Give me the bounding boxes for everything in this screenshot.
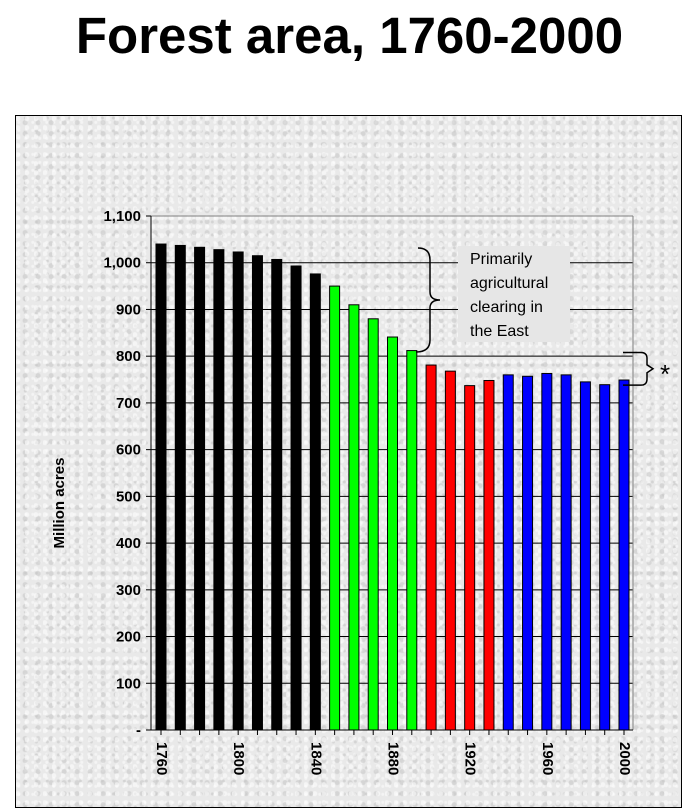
bar	[425, 364, 437, 731]
bar	[444, 370, 456, 731]
bar	[560, 374, 572, 731]
chart-frame: - 100 200 300 400 500 600 700 800 900 1,000 1,100 17…	[15, 115, 682, 808]
bar	[406, 350, 418, 731]
y-axis-label: Million acres	[51, 458, 68, 549]
bar	[155, 243, 167, 731]
forest-area-bar-chart: - 100 200 300 400 500 600 700 800 900 1,000 1,100 17…	[51, 208, 670, 775]
bar	[251, 255, 263, 731]
annotation-text-line: Primarily	[470, 251, 532, 268]
y-tick-label: 800	[116, 348, 141, 365]
y-tick-label: 1,100	[103, 208, 141, 225]
bar	[599, 384, 611, 731]
y-tick-label: 200	[116, 629, 141, 646]
bar	[194, 246, 206, 731]
bar	[290, 265, 302, 731]
y-tick-label: 700	[116, 395, 141, 412]
y-tick-label: 900	[116, 301, 141, 318]
annotation-text-line: clearing in	[470, 299, 543, 316]
bar	[309, 273, 321, 731]
bar	[348, 304, 360, 731]
y-tick-label: 400	[116, 535, 141, 552]
bar	[213, 249, 225, 731]
bar	[367, 318, 379, 731]
bar	[502, 374, 514, 731]
y-tick-label: 600	[116, 442, 141, 459]
bar	[483, 379, 495, 731]
x-tick-label: 1880	[385, 742, 402, 775]
plateau-brace	[623, 351, 655, 386]
x-tick-label: 1800	[230, 742, 247, 775]
x-tick-label: 1760	[153, 742, 170, 775]
bar	[271, 258, 283, 731]
asterisk-note: *	[660, 359, 670, 389]
x-tick-label: 2000	[616, 742, 633, 775]
annotation-box	[458, 246, 570, 342]
clearing-brace	[415, 247, 441, 353]
y-tick-label: -	[136, 722, 141, 739]
bar	[522, 375, 534, 731]
x-tick-label: 1960	[539, 742, 556, 775]
bar	[541, 372, 553, 731]
y-tick-label: 100	[116, 675, 141, 692]
bar	[174, 244, 186, 731]
y-tick-label: 300	[116, 582, 141, 599]
bar	[618, 379, 630, 731]
bar	[387, 336, 398, 731]
x-tick-label: 1840	[307, 742, 324, 775]
annotation-text-line: the East	[470, 323, 529, 340]
bar	[464, 385, 476, 731]
y-tick-label: 1,000	[103, 255, 141, 272]
y-tick-label: 500	[116, 488, 141, 505]
bar	[329, 285, 341, 731]
bar	[232, 251, 244, 731]
annotation-text-line: agricultural	[470, 275, 548, 292]
bar	[579, 381, 591, 731]
page-title: Forest area, 1760-2000	[75, 7, 624, 64]
x-tick-label: 1920	[462, 742, 479, 775]
